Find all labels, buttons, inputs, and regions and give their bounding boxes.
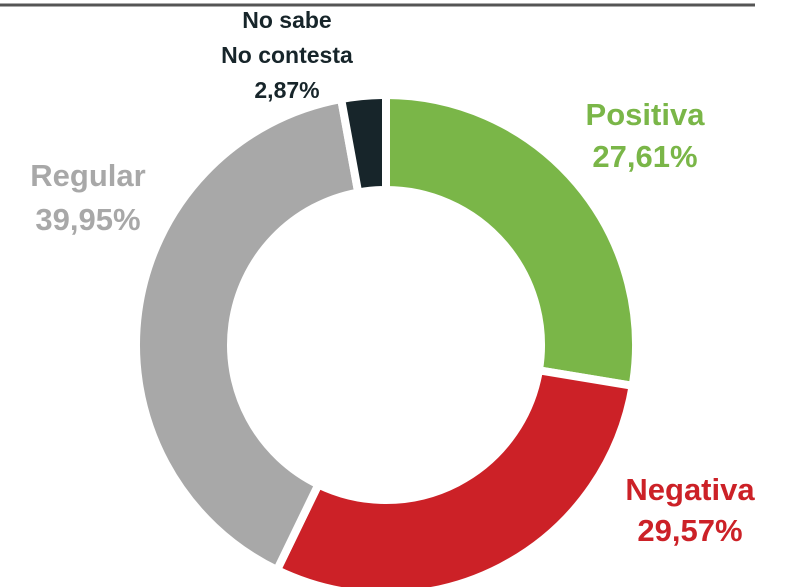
value-label: 27,61% [592, 139, 697, 174]
category-label: No sabe No contesta [221, 7, 353, 68]
category-label: Negativa [625, 472, 755, 507]
category-label-line: No contesta [221, 42, 353, 68]
category-label: Regular [30, 158, 145, 193]
donut-segment [336, 90, 390, 198]
value-label: 2,87% [254, 77, 319, 103]
category-label-line: Negativa [625, 472, 755, 507]
category-label: Positiva [586, 97, 706, 132]
category-label-line: No sabe [242, 7, 331, 33]
donut-segment [382, 90, 640, 391]
value-label: 39,95% [35, 202, 140, 237]
category-label-line: Positiva [586, 97, 706, 132]
category-label-line: Regular [30, 158, 145, 193]
value-label: 29,57% [637, 513, 742, 548]
donut-segment [132, 94, 363, 576]
donut-segment [271, 365, 638, 587]
